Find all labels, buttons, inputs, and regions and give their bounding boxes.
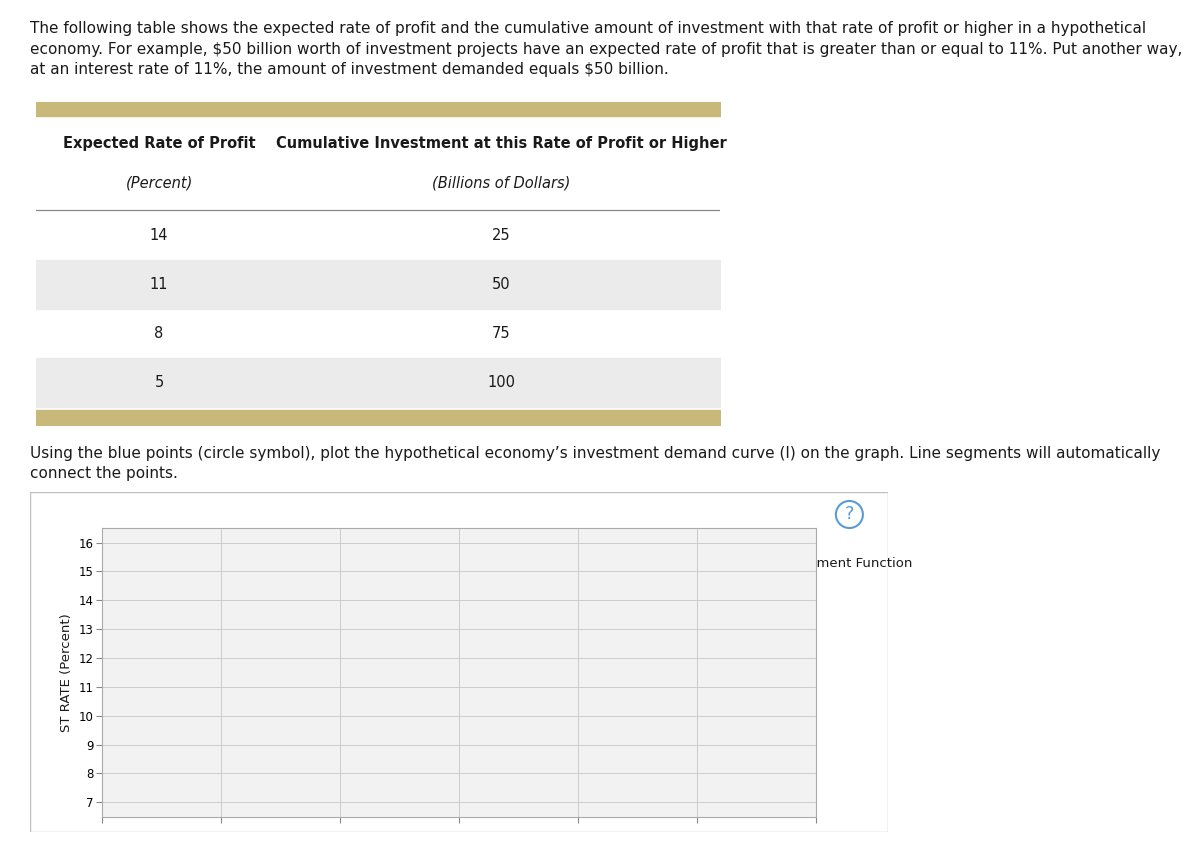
Text: (Billions of Dollars): (Billions of Dollars) (432, 175, 570, 190)
Text: Expected Rate of Profit: Expected Rate of Profit (62, 137, 256, 151)
Text: economy. For example, $50 billion worth of investment projects have an expected : economy. For example, $50 billion worth … (30, 42, 1182, 57)
Text: 100: 100 (487, 375, 515, 390)
Text: 50: 50 (492, 277, 510, 292)
Text: 25: 25 (492, 228, 510, 243)
Text: 5: 5 (155, 375, 163, 390)
Text: Cumulative Investment at this Rate of Profit or Higher: Cumulative Investment at this Rate of Pr… (276, 137, 726, 151)
Text: The following table shows the expected rate of profit and the cumulative amount : The following table shows the expected r… (30, 21, 1146, 37)
Text: 75: 75 (492, 326, 510, 341)
Text: Using the blue points (circle symbol), plot the hypothetical economy’s investmen: Using the blue points (circle symbol), p… (30, 446, 1160, 461)
Text: Investment Function: Investment Function (776, 557, 913, 571)
Text: at an interest rate of 11%, the amount of investment demanded equals $50 billion: at an interest rate of 11%, the amount o… (30, 62, 668, 77)
Text: (Percent): (Percent) (126, 175, 193, 190)
Text: 11: 11 (150, 277, 168, 292)
Y-axis label: ST RATE (Percent): ST RATE (Percent) (60, 613, 73, 732)
Text: 14: 14 (150, 228, 168, 243)
Text: ?: ? (845, 505, 854, 524)
Text: 8: 8 (155, 326, 163, 341)
Text: connect the points.: connect the points. (30, 466, 178, 481)
FancyBboxPatch shape (30, 492, 888, 832)
